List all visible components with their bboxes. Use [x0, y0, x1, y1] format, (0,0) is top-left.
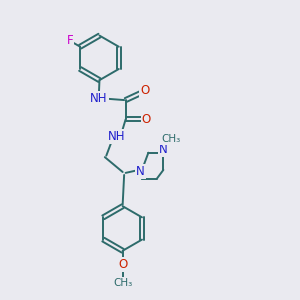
Text: NH: NH	[90, 92, 108, 105]
Text: F: F	[67, 34, 73, 47]
Text: N: N	[136, 165, 145, 178]
Text: CH₃: CH₃	[113, 278, 132, 288]
Text: CH₃: CH₃	[161, 134, 180, 144]
Text: O: O	[140, 84, 150, 97]
Text: NH: NH	[108, 130, 125, 143]
Text: O: O	[142, 113, 151, 126]
Text: N: N	[159, 143, 168, 156]
Text: O: O	[118, 258, 127, 271]
